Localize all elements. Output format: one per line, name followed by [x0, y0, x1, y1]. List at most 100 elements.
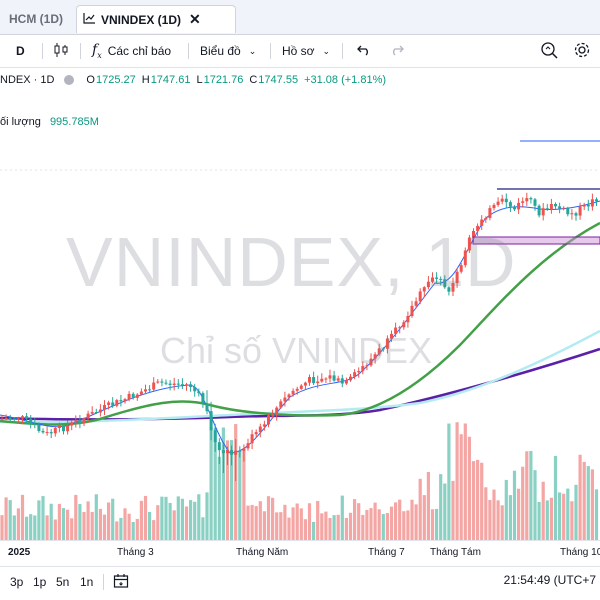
chart-style-button[interactable]	[54, 35, 68, 67]
candle-body	[37, 425, 41, 431]
interval-label: D	[16, 44, 25, 58]
profile-dropdown[interactable]: Hồ sơ ⌄	[282, 35, 330, 67]
candle-body	[344, 380, 348, 384]
volume-bar	[418, 478, 422, 540]
volume-bar	[312, 521, 316, 540]
candles-icon	[54, 42, 68, 61]
candle-body	[595, 199, 598, 202]
tab-hcm[interactable]: HCM (1D)	[0, 5, 72, 33]
candle-body	[21, 416, 24, 419]
volume-bar	[430, 509, 435, 540]
candle-body	[57, 425, 61, 428]
high-value: 1747.61	[150, 74, 191, 86]
volume-bar	[33, 515, 37, 540]
volume-bar	[512, 470, 517, 540]
goto-date-button[interactable]	[113, 573, 129, 591]
moving-averages	[0, 200, 600, 454]
volume-bar	[402, 511, 406, 540]
indicators-button[interactable]: fx Các chỉ báo	[92, 35, 171, 67]
volume-bar	[316, 500, 320, 540]
candle-body	[103, 405, 106, 410]
volume-bar	[37, 500, 41, 540]
candle-body	[66, 425, 70, 432]
candle-body	[418, 291, 422, 302]
symbol-label[interactable]: NDEX · 1D	[0, 74, 55, 86]
volume-bar	[353, 499, 357, 540]
candle-body	[504, 198, 508, 203]
time-axis[interactable]: 2025 Tháng 3 Tháng Năm Tháng 7 Tháng Tám…	[0, 540, 600, 563]
candle-body	[275, 407, 279, 416]
candle-body	[0, 418, 4, 420]
candle-body	[476, 225, 480, 231]
volume-bar	[189, 500, 193, 540]
support-zone[interactable]	[472, 236, 600, 245]
volume-bar	[426, 471, 430, 540]
volume-bar	[102, 514, 107, 540]
volume-bar	[57, 503, 61, 540]
toolbar-divider	[342, 43, 343, 59]
candle-body	[164, 382, 168, 384]
candle-body	[111, 402, 115, 406]
range-1m-button[interactable]: 1p	[33, 573, 46, 591]
candle-body	[78, 420, 82, 424]
candle-body	[271, 415, 275, 417]
candle-body	[443, 279, 447, 288]
volume-bar	[4, 497, 8, 540]
volume-bar	[504, 479, 508, 540]
undo-button[interactable]	[357, 35, 371, 67]
candle-body	[381, 348, 385, 350]
volume-bar	[394, 502, 398, 540]
volume-bar	[49, 503, 53, 540]
clock-timezone[interactable]: 21:54:49 (UTC+7	[503, 573, 596, 587]
candle-body	[94, 412, 98, 414]
volume-bar	[283, 504, 287, 540]
close-icon[interactable]: ✕	[189, 11, 201, 27]
redo-button[interactable]	[390, 35, 404, 67]
candle-body	[262, 424, 266, 427]
candle-body	[221, 450, 225, 454]
volume-label[interactable]: ối lượng	[0, 116, 41, 128]
candle-body	[185, 384, 188, 386]
interval-button[interactable]: D	[16, 35, 25, 67]
volume-bar	[562, 493, 566, 540]
volume-bar	[529, 450, 533, 540]
chart-type-label: Biểu đồ	[200, 44, 241, 58]
volume-bar	[111, 498, 115, 540]
candle-body	[435, 277, 439, 279]
volume-bar	[250, 504, 254, 540]
candle-body	[582, 204, 586, 207]
candle-body	[16, 418, 20, 420]
range-1d-button[interactable]: 1n	[80, 573, 93, 591]
settings-button[interactable]	[573, 35, 591, 67]
volume-bar	[303, 519, 307, 540]
volume-bar	[152, 520, 156, 540]
candle-body	[312, 377, 316, 384]
candle-body	[127, 393, 131, 400]
volume-bar	[90, 511, 94, 540]
candle-body	[139, 391, 143, 395]
ma-100-line	[0, 329, 600, 424]
candle-body	[525, 198, 529, 202]
volume-bar	[586, 466, 590, 540]
volume-bar	[582, 461, 586, 540]
volume-bar	[119, 517, 123, 540]
volume-bar	[558, 492, 562, 540]
volume-bar	[238, 450, 242, 540]
candle-body	[123, 399, 127, 402]
candle-body	[41, 430, 45, 433]
candles	[0, 192, 598, 482]
candle-body	[160, 381, 164, 383]
candle-body	[541, 208, 545, 216]
tab-vnindex[interactable]: VNINDEX (1D) ✕	[76, 5, 236, 33]
chart-type-dropdown[interactable]: Biểu đồ ⌄	[200, 35, 256, 67]
range-3m-button[interactable]: 3p	[10, 573, 23, 591]
volume-bar	[193, 501, 197, 540]
price-chart[interactable]	[0, 135, 600, 540]
candle-body	[33, 424, 37, 426]
candle-body	[119, 400, 123, 402]
candle-body	[242, 448, 246, 451]
volume-bar	[16, 508, 20, 540]
range-5d-button[interactable]: 5n	[56, 573, 69, 591]
candle-body	[549, 203, 553, 210]
snapshot-button[interactable]	[540, 35, 558, 67]
